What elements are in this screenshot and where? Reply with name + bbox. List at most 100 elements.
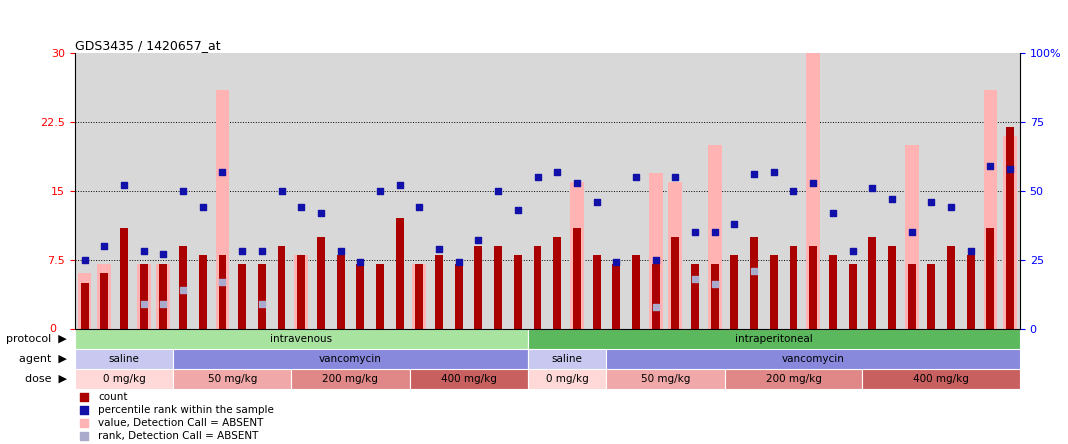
Bar bbox=[173, 369, 292, 389]
Bar bbox=[987, 228, 994, 329]
Point bbox=[726, 220, 743, 227]
Bar bbox=[967, 255, 975, 329]
Text: 50 mg/kg: 50 mg/kg bbox=[641, 374, 690, 384]
Point bbox=[706, 229, 723, 236]
Point bbox=[904, 229, 921, 236]
Point bbox=[76, 432, 93, 440]
Point bbox=[942, 204, 959, 211]
Point bbox=[430, 245, 447, 252]
Bar bbox=[711, 264, 719, 329]
Text: vancomycin: vancomycin bbox=[782, 354, 845, 364]
Text: 50 mg/kg: 50 mg/kg bbox=[207, 374, 257, 384]
Bar bbox=[553, 237, 561, 329]
Point bbox=[981, 163, 999, 170]
Bar bbox=[376, 264, 383, 329]
Text: intraperitoneal: intraperitoneal bbox=[735, 333, 813, 344]
Point bbox=[824, 210, 842, 217]
Text: 0 mg/kg: 0 mg/kg bbox=[546, 374, 588, 384]
Bar bbox=[415, 264, 423, 329]
Point bbox=[451, 259, 468, 266]
Bar bbox=[455, 264, 462, 329]
Point bbox=[312, 210, 329, 217]
Bar bbox=[412, 264, 426, 329]
Bar bbox=[651, 264, 660, 329]
Bar bbox=[494, 246, 502, 329]
Point bbox=[883, 196, 900, 203]
Bar bbox=[534, 246, 541, 329]
Text: 200 mg/kg: 200 mg/kg bbox=[323, 374, 378, 384]
Bar bbox=[806, 0, 820, 329]
Point bbox=[214, 168, 231, 175]
Bar bbox=[357, 264, 364, 329]
Text: count: count bbox=[98, 392, 128, 402]
Point bbox=[96, 242, 113, 250]
Bar bbox=[97, 264, 111, 329]
Text: 400 mg/kg: 400 mg/kg bbox=[441, 374, 497, 384]
Bar bbox=[672, 237, 679, 329]
Bar bbox=[137, 264, 151, 329]
Text: intravenous: intravenous bbox=[270, 333, 332, 344]
Bar bbox=[770, 255, 778, 329]
Bar bbox=[1006, 127, 1014, 329]
Text: 0: 0 bbox=[49, 324, 56, 333]
Bar bbox=[396, 218, 404, 329]
Point bbox=[627, 174, 644, 181]
Bar bbox=[75, 369, 173, 389]
Point bbox=[115, 182, 132, 189]
Bar bbox=[435, 255, 443, 329]
Point bbox=[608, 259, 625, 266]
Bar bbox=[336, 255, 345, 329]
Bar bbox=[648, 173, 662, 329]
Point bbox=[489, 187, 506, 194]
Point bbox=[76, 393, 93, 400]
Bar bbox=[724, 369, 863, 389]
Bar bbox=[120, 228, 128, 329]
Point bbox=[332, 248, 349, 255]
Point bbox=[214, 278, 231, 285]
Bar bbox=[905, 145, 918, 329]
Bar bbox=[868, 237, 876, 329]
Bar bbox=[317, 237, 325, 329]
Bar bbox=[75, 349, 173, 369]
Bar bbox=[708, 145, 722, 329]
Point bbox=[273, 187, 290, 194]
Bar bbox=[731, 255, 738, 329]
Point bbox=[844, 248, 861, 255]
Text: percentile rank within the sample: percentile rank within the sample bbox=[98, 405, 274, 415]
Bar bbox=[607, 349, 1020, 369]
Point bbox=[785, 187, 802, 194]
Bar bbox=[750, 237, 758, 329]
Point bbox=[1002, 165, 1019, 172]
Point bbox=[509, 206, 527, 214]
Point bbox=[351, 259, 368, 266]
Point bbox=[372, 187, 389, 194]
Bar bbox=[863, 369, 1020, 389]
Point bbox=[568, 179, 585, 186]
Bar bbox=[810, 246, 817, 329]
Point bbox=[136, 248, 153, 255]
Bar bbox=[829, 255, 837, 329]
Bar bbox=[292, 369, 409, 389]
Point bbox=[293, 204, 310, 211]
Text: 200 mg/kg: 200 mg/kg bbox=[766, 374, 821, 384]
Point bbox=[549, 168, 566, 175]
Text: rank, Detection Call = ABSENT: rank, Detection Call = ABSENT bbox=[98, 431, 258, 441]
Bar bbox=[199, 255, 207, 329]
Text: 400 mg/kg: 400 mg/kg bbox=[913, 374, 969, 384]
Bar bbox=[1003, 136, 1017, 329]
Point bbox=[234, 248, 251, 255]
Point bbox=[687, 275, 704, 282]
Point bbox=[155, 300, 172, 307]
Point bbox=[76, 406, 93, 413]
Bar bbox=[632, 255, 640, 329]
Bar bbox=[984, 90, 998, 329]
Text: agent  ▶: agent ▶ bbox=[19, 354, 67, 364]
Bar bbox=[278, 246, 285, 329]
Point bbox=[666, 174, 684, 181]
Bar bbox=[849, 264, 857, 329]
Bar bbox=[238, 264, 246, 329]
Point bbox=[745, 171, 763, 178]
Bar bbox=[789, 246, 798, 329]
Bar bbox=[572, 228, 581, 329]
Point bbox=[647, 303, 664, 310]
